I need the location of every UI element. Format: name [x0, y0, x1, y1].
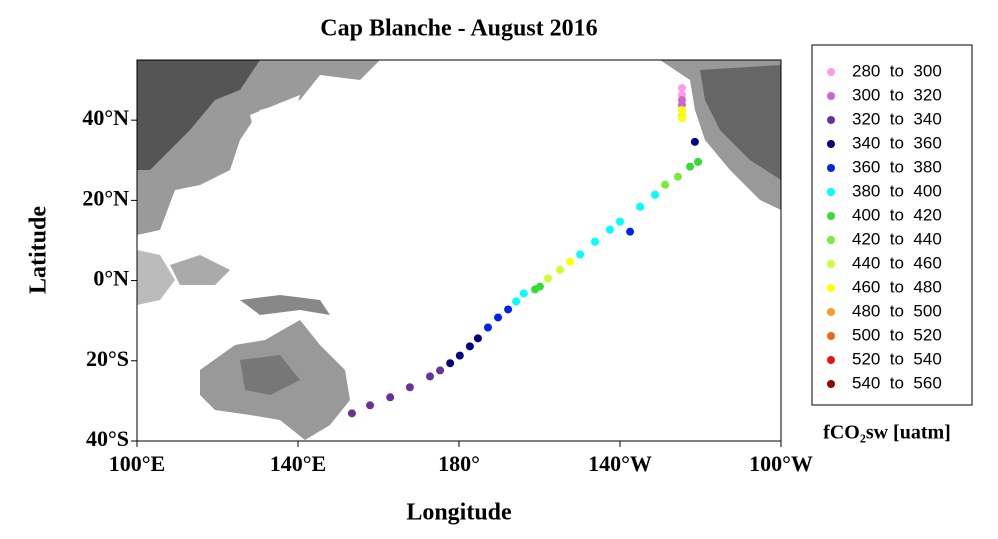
x-tick-label: 180°	[438, 451, 480, 476]
new-guinea	[240, 295, 330, 315]
track-point	[519, 289, 528, 298]
track-point	[686, 162, 695, 171]
track-point	[690, 137, 699, 146]
island	[170, 255, 230, 285]
track-point	[366, 401, 375, 410]
track-point	[556, 265, 565, 274]
legend-marker	[827, 188, 835, 196]
legend-marker	[827, 236, 835, 244]
track-point	[677, 114, 686, 123]
track-point	[673, 172, 682, 181]
track-point	[426, 372, 435, 381]
legend-label: 400 to 420	[852, 205, 942, 224]
track-point	[386, 393, 395, 402]
track-point	[446, 359, 455, 368]
x-axis-title: Longitude	[406, 500, 512, 526]
legend-marker	[827, 140, 835, 148]
legend-marker	[827, 308, 835, 316]
legend-marker	[827, 92, 835, 100]
track-point	[347, 409, 356, 418]
america-high-land	[700, 65, 781, 180]
x-tick-label: 100°W	[749, 451, 813, 476]
track-point	[605, 225, 614, 234]
legend-label: 280 to 300	[852, 61, 942, 80]
track-point	[494, 313, 503, 322]
y-axis-title: Latitude	[26, 206, 52, 294]
legend-marker	[827, 332, 835, 340]
y-tick-label: 40°S	[86, 426, 129, 451]
track-point	[694, 157, 703, 166]
land	[137, 60, 781, 440]
chart-title: Cap Blanche - August 2016	[320, 16, 597, 42]
legend-label: 540 to 560	[852, 373, 942, 392]
legend-label: 460 to 480	[852, 277, 942, 296]
track-point	[535, 282, 544, 291]
track-point	[512, 297, 521, 306]
x-tick-label: 100°E	[109, 451, 165, 476]
legend-marker	[827, 284, 835, 292]
asia-high-land	[137, 60, 260, 170]
y-tick-label: 0°N	[93, 266, 129, 291]
legend-box	[811, 44, 973, 406]
track-point	[591, 237, 600, 246]
australia-shade	[240, 355, 300, 395]
track-point	[626, 227, 635, 236]
sea-gap	[250, 95, 300, 135]
legend-title: fCO₂sw [uatm]	[823, 422, 951, 444]
x-tick-label: 140°E	[270, 451, 326, 476]
legend-marker	[827, 356, 835, 364]
legend-label: 420 to 440	[852, 229, 942, 248]
legend-label: 360 to 380	[852, 157, 942, 176]
legend-label: 520 to 540	[852, 349, 942, 368]
track-point	[576, 250, 585, 259]
legend-marker	[827, 68, 835, 76]
y-tick-label: 40°N	[82, 105, 129, 130]
legend-marker	[827, 116, 835, 124]
track-point	[636, 202, 645, 211]
track-point	[473, 334, 482, 343]
track-point	[483, 323, 492, 332]
track-point	[543, 274, 552, 283]
legend-marker	[827, 212, 835, 220]
track-point	[436, 366, 445, 375]
track-point	[661, 180, 670, 189]
track-point	[651, 190, 660, 199]
x-tick-label: 140°W	[588, 451, 652, 476]
track-point	[616, 217, 624, 226]
track-point	[465, 342, 474, 351]
island	[137, 250, 175, 305]
legend-label: 300 to 320	[852, 85, 942, 104]
legend-label: 380 to 400	[852, 181, 942, 200]
legend-label: 320 to 340	[852, 109, 942, 128]
legend-label: 440 to 460	[852, 253, 942, 272]
y-tick-label: 20°N	[82, 185, 129, 210]
track-point	[504, 305, 513, 314]
track-point	[677, 84, 686, 93]
track-point	[455, 351, 464, 360]
legend-marker	[827, 164, 835, 172]
track-point	[677, 106, 686, 115]
legend-marker	[827, 260, 835, 268]
y-tick-label: 20°S	[86, 346, 129, 371]
track-point	[405, 383, 414, 392]
legend-label: 340 to 360	[852, 133, 942, 152]
legend-label: 500 to 520	[852, 325, 942, 344]
legend-marker	[827, 380, 835, 388]
track-point	[566, 257, 575, 266]
legend-label: 480 to 500	[852, 301, 942, 320]
